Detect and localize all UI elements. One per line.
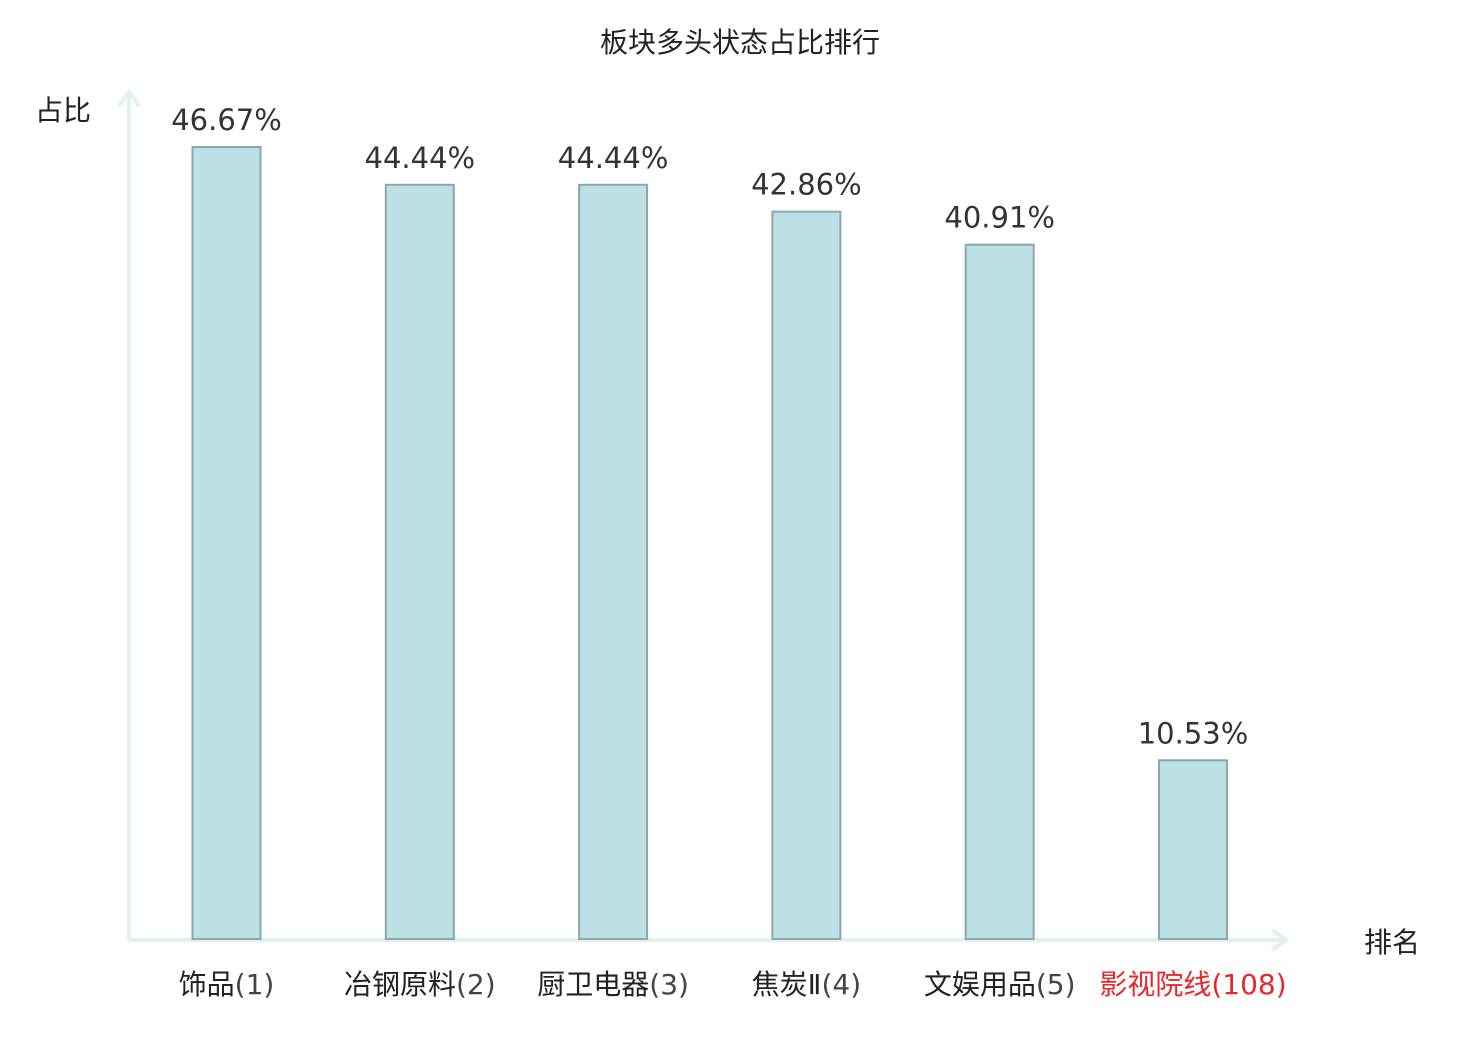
x-tick-label: 焦炭Ⅱ(4) xyxy=(752,968,861,1001)
bar xyxy=(384,183,455,941)
y-axis-arrow-icon xyxy=(117,88,141,108)
y-axis-label: 占比 xyxy=(35,94,91,127)
value-label: 10.53% xyxy=(1138,716,1249,750)
x-axis-arrow-icon xyxy=(1270,928,1290,952)
tick-rank: (4) xyxy=(821,968,861,1001)
value-label: 42.86% xyxy=(751,168,862,202)
value-label: 40.91% xyxy=(944,201,1055,235)
bar xyxy=(578,183,649,941)
bar xyxy=(1158,759,1228,940)
tick-category-name: 冶钢原料 xyxy=(344,968,456,1001)
tick-category-name: 焦炭Ⅱ xyxy=(752,968,822,1001)
value-label: 46.67% xyxy=(171,103,282,137)
x-axis: 排名 xyxy=(129,926,1420,959)
tick-category-name: 影视院线 xyxy=(1099,968,1211,1001)
bars-group xyxy=(191,146,1228,941)
tick-rank: (3) xyxy=(649,968,689,1001)
bar xyxy=(771,210,842,940)
x-tick-label: 饰品(1) xyxy=(179,968,275,1001)
y-axis: 占比 xyxy=(35,88,141,940)
x-axis-label: 排名 xyxy=(1364,926,1420,959)
tick-category-name: 饰品 xyxy=(179,968,235,1001)
bar xyxy=(964,243,1035,940)
tick-rank: (2) xyxy=(456,968,496,1001)
tick-rank: (108) xyxy=(1211,968,1286,1001)
tick-rank: (1) xyxy=(235,968,275,1001)
value-label: 44.44% xyxy=(558,141,669,175)
x-tick-label: 文娱用品(5) xyxy=(924,968,1076,1001)
tick-rank: (5) xyxy=(1036,968,1076,1001)
bar xyxy=(191,146,262,940)
tick-labels-group: 饰品(1) 冶钢原料(2) 厨卫电器(3) 焦炭Ⅱ(4) 文娱用品(5) 影视院线(108… xyxy=(179,968,1287,1001)
x-tick-label: 厨卫电器(3) xyxy=(537,968,689,1001)
x-tick-label: 影视院线(108) xyxy=(1099,968,1286,1001)
value-labels-group: 46.67% 44.44% 44.44% 42.86% 40.91% 10.53% xyxy=(171,103,1248,750)
tick-category-name: 厨卫电器 xyxy=(537,968,649,1001)
chart-title: 板块多头状态占比排行 xyxy=(600,26,880,59)
tick-category-name: 文娱用品 xyxy=(924,968,1036,1001)
x-tick-label: 冶钢原料(2) xyxy=(344,968,496,1001)
value-label: 44.44% xyxy=(365,141,476,175)
